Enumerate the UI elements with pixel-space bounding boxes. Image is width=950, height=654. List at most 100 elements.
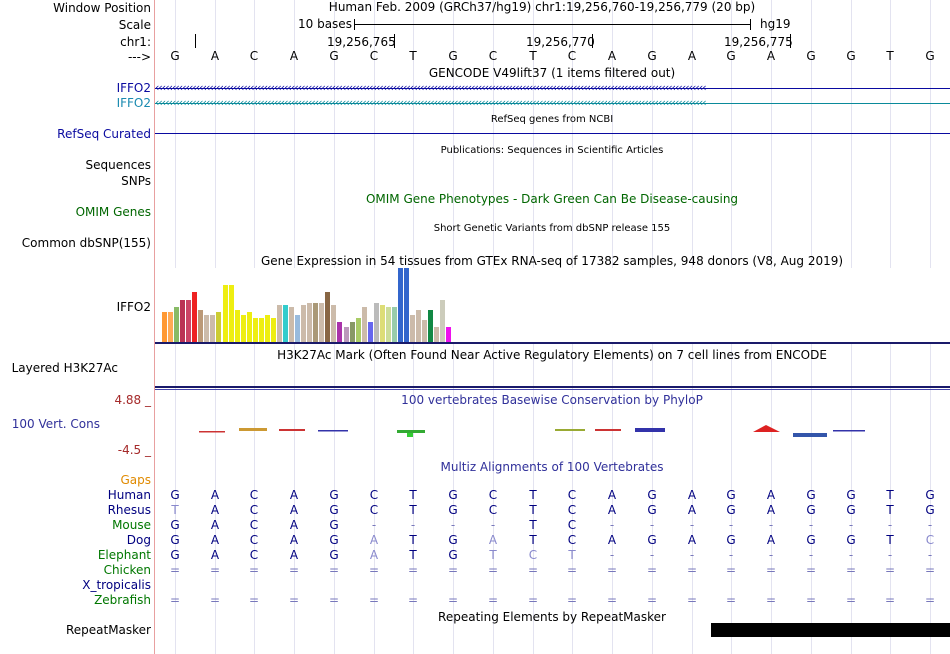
gtex-tissue-bar[interactable] (265, 315, 270, 342)
gtex-tissue-bar[interactable] (235, 310, 240, 342)
gtex-gene-label[interactable]: IFFO2 (116, 300, 151, 314)
gtex-tissue-bar[interactable] (241, 315, 246, 342)
gtex-tissue-bar[interactable] (344, 327, 349, 342)
gtex-tissue-bar[interactable] (319, 303, 324, 342)
gtex-tissue-bar[interactable] (374, 303, 379, 342)
gtex-tissue-bar[interactable] (301, 305, 306, 342)
gtex-tissue-bar[interactable] (247, 312, 252, 342)
species-label-human[interactable]: Human (107, 488, 151, 502)
gtex-tissue-bar[interactable] (422, 320, 427, 342)
gtex-tissue-bar[interactable] (404, 268, 409, 342)
gtex-tissue-bar[interactable] (446, 327, 451, 342)
alignment-base: G (448, 488, 458, 502)
gtex-tissue-bar[interactable] (174, 307, 179, 342)
species-label-rhesus[interactable]: Rhesus (107, 503, 151, 517)
alignment-base: = (566, 593, 578, 607)
refseq-curated-label[interactable]: RefSeq Curated (57, 127, 151, 141)
gtex-tissue-bar[interactable] (216, 312, 221, 342)
species-label-x-tropicalis[interactable]: X_tropicalis (82, 578, 151, 592)
gtex-tissue-bar[interactable] (356, 318, 361, 342)
scale-label[interactable]: Scale (118, 18, 151, 32)
phylop-logo[interactable] (155, 410, 950, 440)
reference-base: C (567, 49, 577, 63)
species-label-mouse[interactable]: Mouse (112, 518, 151, 532)
gtex-tissue-bar[interactable] (392, 307, 397, 342)
phylop-track-label[interactable]: 100 Vert. Cons (11, 417, 100, 431)
gtex-tissue-bar[interactable] (380, 305, 385, 342)
species-label-elephant[interactable]: Elephant (97, 548, 151, 562)
alignment-base: A (289, 548, 299, 562)
alignment-base: = (884, 563, 896, 577)
gtex-tissue-bar[interactable] (416, 310, 421, 342)
repeat-element-block[interactable] (711, 623, 950, 637)
window-position-label[interactable]: Window Position (53, 1, 151, 15)
gtex-tissue-bar[interactable] (223, 285, 228, 342)
gaps-label[interactable]: Gaps (120, 473, 151, 487)
gtex-tissue-bar[interactable] (186, 300, 191, 342)
gtex-tissue-bar[interactable] (259, 318, 264, 342)
gtex-tissue-bar[interactable] (289, 307, 294, 342)
refseq-gene-line[interactable] (155, 133, 950, 134)
gtex-tissue-bar[interactable] (313, 303, 318, 342)
alignment-base: = (805, 563, 817, 577)
alignment-base: A (210, 503, 220, 517)
repeatmasker-label[interactable]: RepeatMasker (65, 623, 151, 637)
gtex-tissue-bar[interactable] (229, 285, 234, 342)
gtex-tissue-bar[interactable] (362, 307, 367, 342)
gtex-tissue-bar[interactable] (198, 310, 203, 342)
alignment-base: - (728, 548, 734, 562)
gtex-tissue-bar[interactable] (253, 318, 258, 342)
gtex-tissue-bar[interactable] (410, 315, 415, 342)
gtex-tissue-bar[interactable] (283, 305, 288, 342)
gencode-iffo2-label-2[interactable]: IFFO2 (116, 96, 151, 110)
gtex-tissue-bar[interactable] (168, 312, 173, 342)
alignment-base: C (369, 503, 379, 517)
chrom-label[interactable]: chr1: (120, 35, 151, 49)
gtex-tissue-bar[interactable] (325, 292, 330, 342)
gtex-tissue-bar[interactable] (350, 322, 355, 342)
h3k27ac-label[interactable]: Layered H3K27Ac (11, 361, 118, 375)
gencode-transcript-1[interactable]: ‹‹‹‹‹‹‹‹‹‹‹‹‹‹‹‹‹‹‹‹‹‹‹‹‹‹‹‹‹‹‹‹‹‹‹‹‹‹‹‹… (155, 82, 950, 94)
alignment-base: G (806, 488, 816, 502)
alignment-base: A (289, 533, 299, 547)
gtex-tissue-bar[interactable] (277, 305, 282, 342)
alignment-base: C (925, 533, 935, 547)
gtex-tissue-bar[interactable] (180, 300, 185, 342)
gtex-tissue-bar[interactable] (331, 305, 336, 342)
gtex-tissue-bar[interactable] (428, 310, 433, 342)
gtex-tissue-bar[interactable] (307, 303, 312, 342)
species-label-zebrafish[interactable]: Zebrafish (94, 593, 151, 607)
alignment-base: G (846, 503, 856, 517)
gtex-tissue-bar[interactable] (210, 315, 215, 342)
alignment-base: = (487, 563, 499, 577)
gencode-transcript-2[interactable]: ‹‹‹‹‹‹‹‹‹‹‹‹‹‹‹‹‹‹‹‹‹‹‹‹‹‹‹‹‹‹‹‹‹‹‹‹‹‹‹‹… (155, 97, 950, 109)
gtex-tissue-bar[interactable] (440, 300, 445, 342)
gtex-tissue-bar[interactable] (295, 315, 300, 342)
gtex-tissue-bar[interactable] (271, 318, 276, 342)
alignment-base: G (647, 488, 657, 502)
species-label-chicken[interactable]: Chicken (103, 563, 151, 577)
h3k27ac-signal[interactable] (155, 386, 950, 388)
gtex-tissue-bar[interactable] (434, 327, 439, 342)
snps-label[interactable]: SNPs (121, 174, 151, 188)
gtex-tissue-bar[interactable] (162, 312, 167, 342)
common-dbsnp-label[interactable]: Common dbSNP(155) (21, 236, 151, 250)
gencode-iffo2-label-1[interactable]: IFFO2 (116, 81, 151, 95)
omim-genes-label[interactable]: OMIM Genes (75, 205, 151, 219)
gtex-tissue-bar[interactable] (398, 268, 403, 342)
gtex-tissue-bar[interactable] (368, 322, 373, 342)
reference-base: C (369, 49, 379, 63)
gtex-tissue-bar[interactable] (204, 315, 209, 342)
species-label-dog[interactable]: Dog (126, 533, 151, 547)
alignment-base: C (488, 503, 498, 517)
browser-track-area[interactable]: Human Feb. 2009 (GRCh37/hg19) chr1:19,25… (155, 0, 950, 654)
sequences-label[interactable]: Sequences (85, 158, 151, 172)
gtex-tissue-bar[interactable] (386, 307, 391, 342)
gtex-tissue-bar[interactable] (337, 322, 342, 342)
alignment-base: - (808, 548, 814, 562)
alignment-base: C (249, 533, 259, 547)
gtex-bar-chart[interactable] (155, 268, 950, 344)
gtex-tissue-bar[interactable] (192, 292, 197, 342)
alignment-base: T (886, 533, 894, 547)
